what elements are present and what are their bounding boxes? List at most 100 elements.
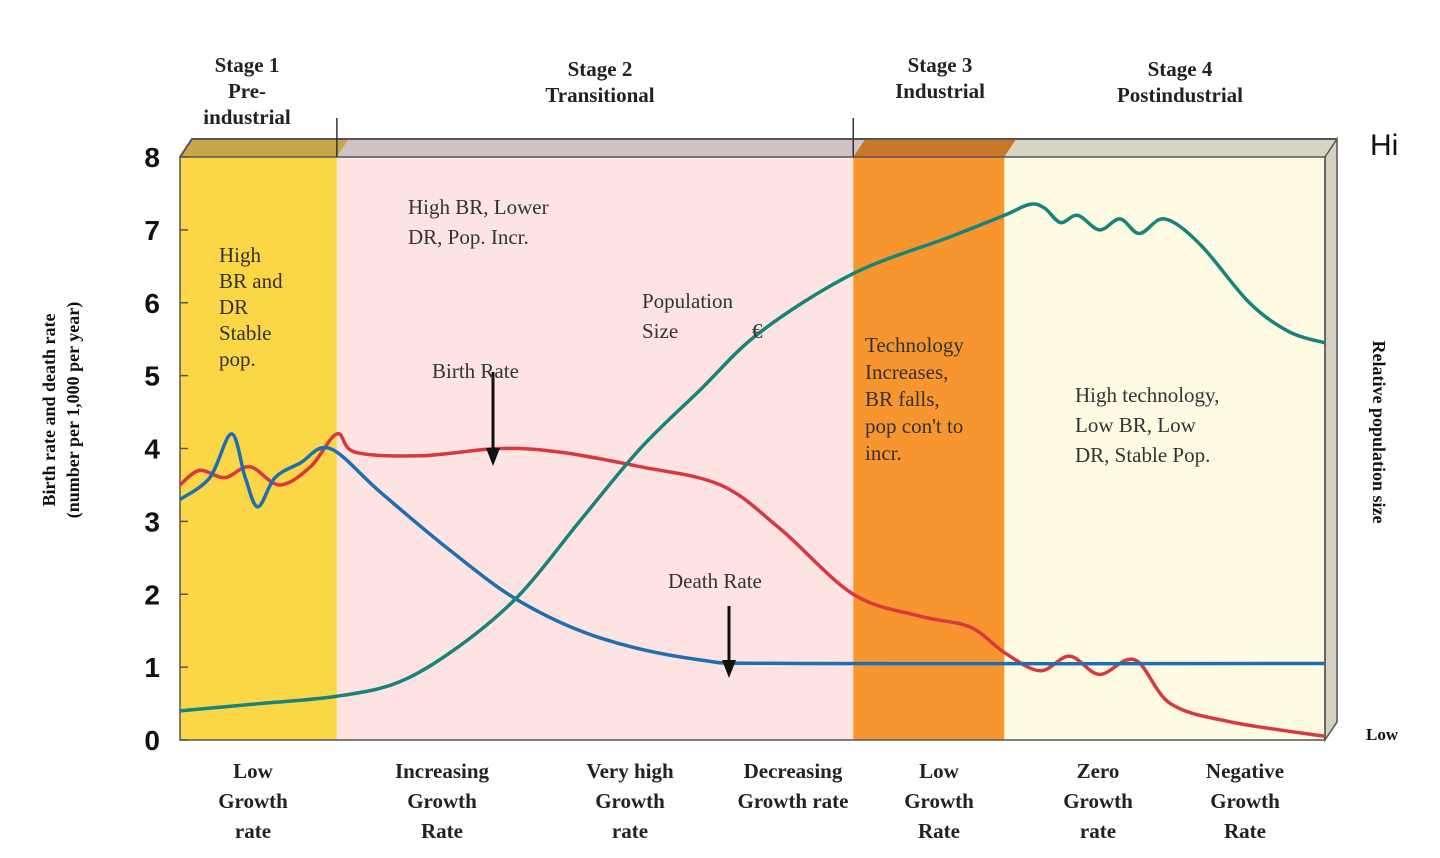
stage-heading-2-line: Transitional	[545, 83, 654, 107]
death-rate-line	[178, 432, 1326, 666]
stage-heading-1-line: industrial	[203, 105, 291, 129]
growth-label-2-line: Rate	[421, 819, 463, 843]
growth-label-1-line: Growth	[218, 789, 288, 813]
y-tick-label: 7	[144, 215, 160, 246]
growth-label-6-line: Zero	[1077, 759, 1120, 783]
stage-band-top-4	[1004, 139, 1337, 157]
chart-frame-side	[1324, 136, 1338, 743]
y-tick-label: 2	[144, 579, 160, 610]
growth-label-5: Low Growth Rate	[904, 759, 974, 843]
growth-label-3-line: rate	[612, 819, 648, 843]
death-rate-label: Death Rate	[668, 569, 762, 593]
series-lines	[178, 202, 1326, 739]
growth-label-2: Increasing Growth Rate	[395, 759, 490, 843]
population-size-label-line: Size	[642, 319, 678, 343]
stage3-note-line: incr.	[865, 441, 902, 465]
stage-heading-2-line: Stage 2	[568, 57, 633, 81]
growth-label-7-line: Growth	[1210, 789, 1280, 813]
y-axis-label-line: Birth rate and death rate	[39, 314, 59, 507]
population-symbol: €	[752, 319, 763, 343]
stage-heading-4-line: Postindustrial	[1117, 83, 1243, 107]
y-tick-label: 3	[144, 506, 160, 537]
y2-axis-label: Relative population size	[1369, 341, 1389, 524]
growth-label-1: Low Growth rate	[218, 759, 288, 843]
growth-label-6-line: rate	[1080, 819, 1116, 843]
stage3-note-line: BR falls,	[865, 387, 940, 411]
stage-band-top-1	[180, 139, 349, 157]
chart-frame-top	[179, 138, 1337, 158]
growth-label-3: Very high Growth rate	[586, 759, 674, 843]
stage-heading-4: Stage 4 Postindustrial	[1117, 57, 1243, 107]
stage2-note-line: High BR, Lower	[408, 195, 549, 219]
birth-rate-line	[178, 432, 1326, 739]
stage4-note-line: Low BR, Low	[1075, 413, 1197, 437]
growth-label-4-line: Growth rate	[738, 789, 849, 813]
stage-band-3	[853, 157, 1005, 740]
y2-hi-label: Hi	[1370, 129, 1398, 162]
stage-band-2	[336, 157, 854, 740]
stage-heading-2: Stage 2 Transitional	[545, 57, 654, 107]
stage-heading-4-line: Stage 4	[1148, 57, 1213, 81]
y-tick-label: 6	[144, 288, 160, 319]
chart-frame	[179, 118, 1338, 743]
y-tick-label: 5	[144, 361, 160, 392]
stage1-note-line: BR and	[219, 269, 283, 293]
stage2-note-line: DR, Pop. Incr.	[408, 225, 529, 249]
growth-label-6: Zero Growth rate	[1063, 759, 1133, 843]
growth-label-2-line: Growth	[407, 789, 477, 813]
stage-band-top-2	[336, 139, 866, 157]
stage-bands	[180, 139, 1337, 740]
arrows	[486, 372, 736, 678]
stage1-note: High BR and DR Stable pop.	[219, 243, 283, 371]
growth-label-4-line: Decreasing	[744, 759, 843, 783]
stage-heading-1-line: Pre-	[228, 79, 266, 103]
stage3-note-line: Increases,	[865, 360, 948, 384]
growth-label-6-line: Growth	[1063, 789, 1133, 813]
stage-band-1	[180, 157, 337, 740]
labels: 0 1 2 3 4 5 6 7 8 Stage 1 Pre-industrial Stage 2 Tra…	[39, 53, 1399, 843]
population-line	[179, 202, 1326, 713]
growth-label-1-line: rate	[235, 819, 271, 843]
growth-label-5-line: Rate	[918, 819, 960, 843]
y-axis-label: Birth rate and death rate (number per 1,0…	[39, 302, 84, 518]
growth-label-7-line: Negative	[1206, 759, 1284, 783]
y-tick-label: 0	[144, 725, 160, 756]
stage-heading-1-line: Stage 1	[215, 53, 280, 77]
stage1-note-line: pop.	[219, 347, 256, 371]
stage1-note-line: Stable	[219, 321, 272, 345]
stage-band-4	[1004, 157, 1325, 740]
stage4-note-line: High technology,	[1075, 383, 1219, 407]
stage3-note-line: Technology	[865, 333, 964, 357]
y-axis-label-line: (number per 1,000 per year)	[63, 302, 84, 518]
stage3-note-line: pop con't to	[865, 414, 963, 438]
y-tick-label: 8	[144, 142, 160, 173]
death-rate-arrowhead	[722, 660, 736, 678]
birth-rate-arrowhead	[486, 448, 500, 466]
growth-label-4: Decreasing Growth rate	[738, 759, 849, 813]
growth-label-1-line: Low	[233, 759, 274, 783]
stage2-note: High BR, Lower DR, Pop. Incr.	[408, 195, 549, 249]
stage-band-top-3	[853, 139, 1017, 157]
stage3-note: Technology Increases, BR falls, pop con't t…	[865, 333, 964, 465]
population-size-label: Population Size	[642, 289, 734, 343]
birth-rate-label: Birth Rate	[432, 359, 519, 383]
population-size-label-line: Population	[642, 289, 734, 313]
y2-low-label: Low	[1366, 725, 1399, 744]
growth-label-5-line: Low	[919, 759, 960, 783]
growth-label-2-line: Increasing	[395, 759, 490, 783]
stage1-note-line: High	[219, 243, 262, 267]
stage-heading-1: Stage 1 Pre-industrial	[203, 53, 291, 129]
y-tick-label: 1	[144, 652, 160, 683]
growth-label-7-line: Rate	[1224, 819, 1266, 843]
stage-heading-3-line: Industrial	[895, 79, 985, 103]
growth-label-3-line: Very high	[586, 759, 674, 783]
stage1-note-line: DR	[219, 295, 248, 319]
y-tick-label: 4	[144, 434, 160, 465]
stage-heading-3: Stage 3 Industrial	[895, 53, 985, 103]
growth-label-5-line: Growth	[904, 789, 974, 813]
stage4-note: High technology, Low BR, Low DR, Stable Po…	[1075, 383, 1219, 467]
growth-label-7: Negative Growth Rate	[1206, 759, 1284, 843]
growth-label-3-line: Growth	[595, 789, 665, 813]
stage-heading-3-line: Stage 3	[908, 53, 973, 77]
